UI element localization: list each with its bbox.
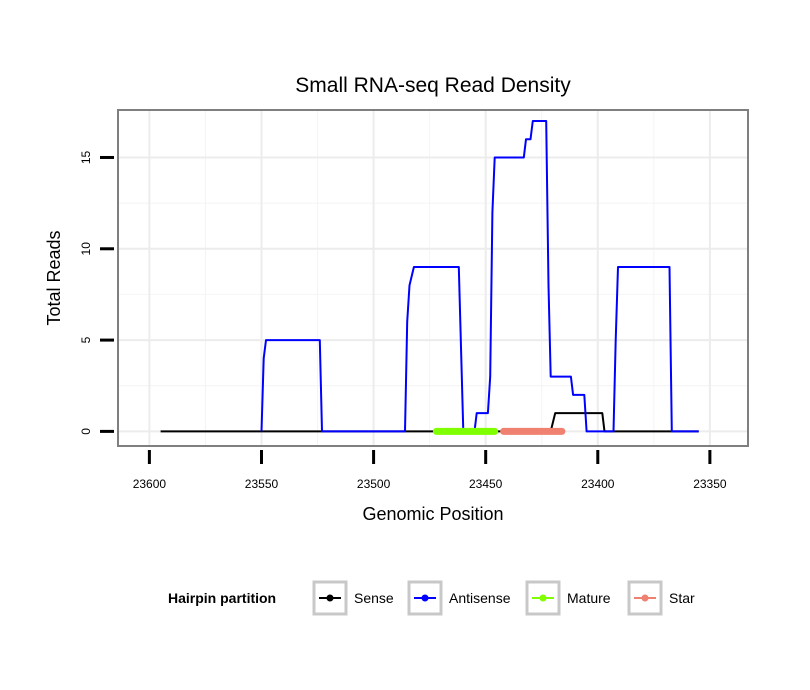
legend-label-star: Star bbox=[669, 590, 695, 606]
y-tick-label: 15 bbox=[79, 150, 93, 164]
legend-key-dot bbox=[539, 594, 547, 602]
x-tick-label: 23450 bbox=[469, 477, 503, 491]
x-tick-label: 23350 bbox=[693, 477, 727, 491]
panel-background bbox=[118, 110, 748, 446]
x-axis-title: Genomic Position bbox=[362, 504, 503, 524]
y-tick-label: 5 bbox=[79, 336, 93, 343]
y-tick-label: 0 bbox=[79, 428, 93, 435]
data-series bbox=[160, 120, 699, 435]
chart-title: Small RNA-seq Read Density bbox=[295, 74, 571, 97]
y-axis-title: Total Reads bbox=[44, 230, 64, 325]
legend-label-mature: Mature bbox=[567, 590, 611, 606]
y-tick-label: 10 bbox=[79, 242, 93, 256]
plot-panel bbox=[118, 110, 748, 446]
x-tick-label: 23400 bbox=[581, 477, 615, 491]
panel-border bbox=[117, 109, 749, 447]
axes: 23600 23550 23500 23450 23400 23350 0 5 10 15 bbox=[79, 109, 749, 491]
legend: Hairpin partition Sense Antisense Mature Sta… bbox=[168, 580, 695, 616]
legend-key-dot bbox=[326, 594, 334, 602]
legend-label-sense: Sense bbox=[354, 590, 394, 606]
series-line-antisense bbox=[260, 120, 699, 433]
legend-key-dot bbox=[641, 594, 649, 602]
legend-title: Hairpin partition bbox=[168, 590, 276, 606]
x-tick-label: 23600 bbox=[133, 477, 167, 491]
x-tick-label: 23500 bbox=[357, 477, 391, 491]
legend-label-antisense: Antisense bbox=[449, 590, 511, 606]
x-tick-label: 23550 bbox=[245, 477, 279, 491]
legend-key-dot bbox=[421, 594, 429, 602]
